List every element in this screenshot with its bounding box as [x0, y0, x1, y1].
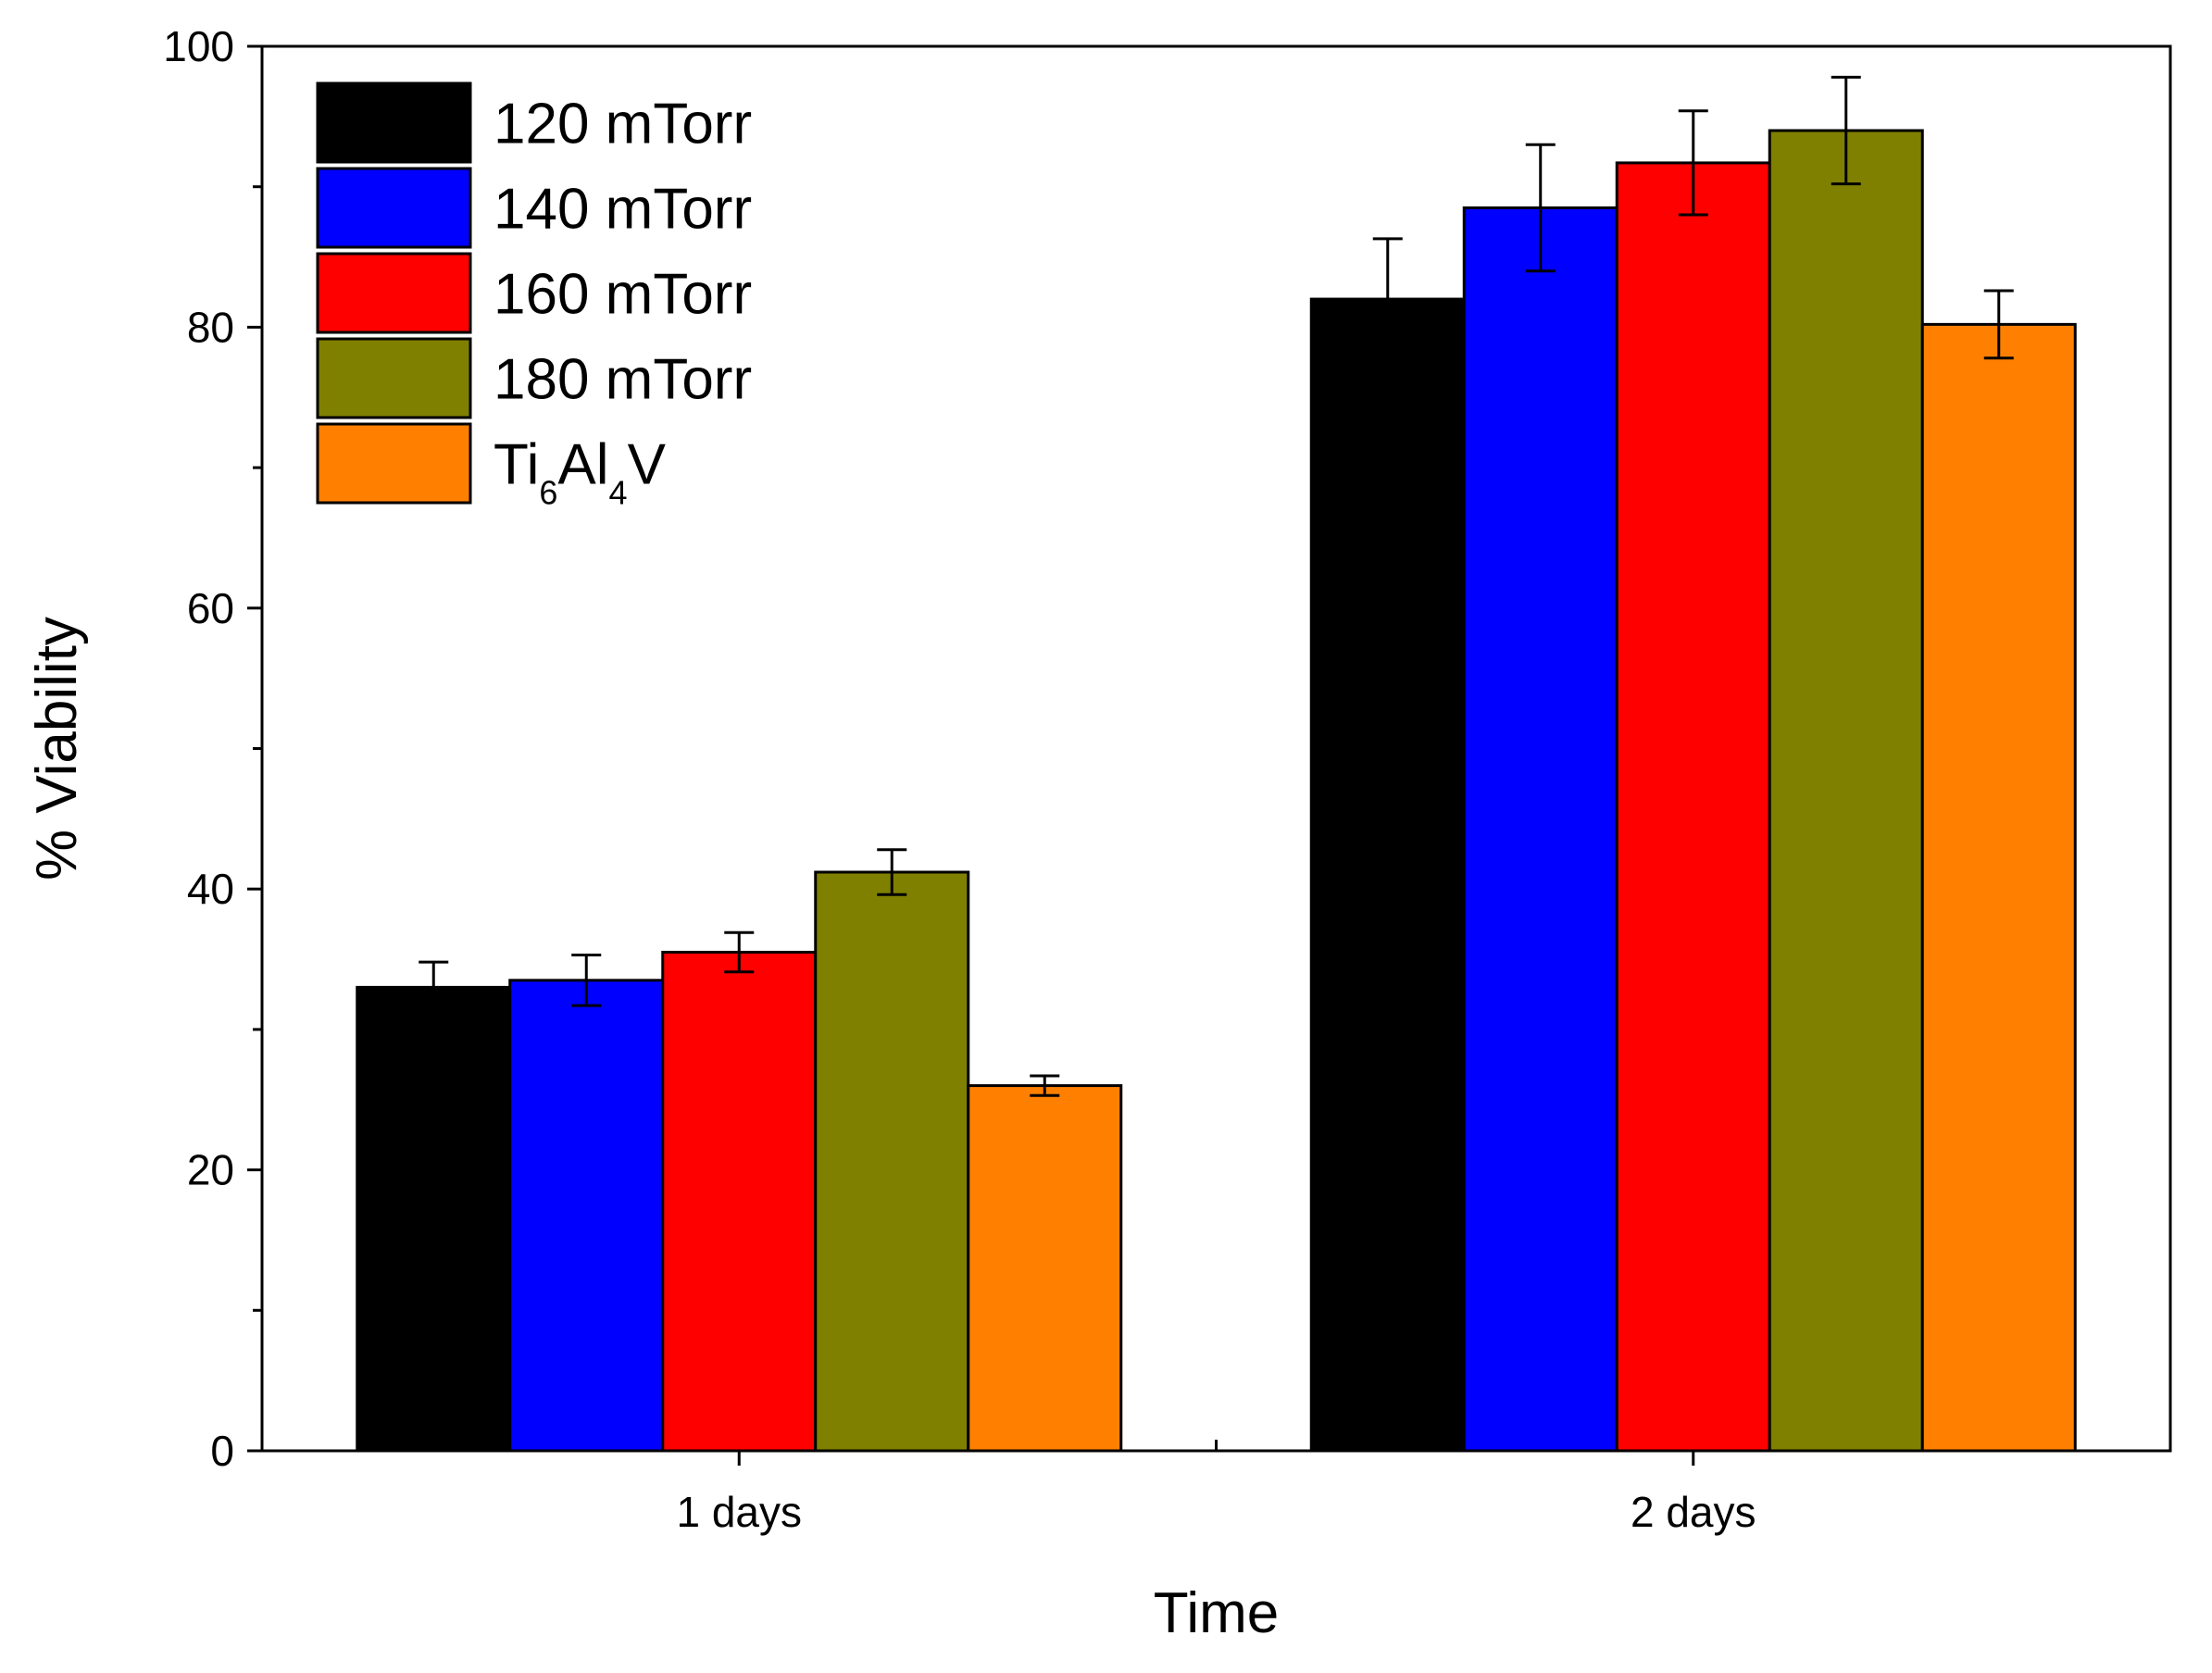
legend-label-subscript: 6 — [539, 474, 557, 512]
bar-160-mtorr-1-days — [661, 950, 818, 1453]
error-bar-120-mtorr-2-days — [1372, 237, 1403, 361]
y-tick-label: 100 — [163, 22, 234, 70]
y-tick-label: 20 — [187, 1146, 234, 1194]
error-bar-140-mtorr-1-days — [571, 953, 602, 1007]
bar-120-mtorr-2-days — [1309, 297, 1466, 1453]
y-axis-label: % Viability — [25, 617, 89, 880]
legend-item-ti6al4v: Ti6Al4V — [316, 422, 667, 512]
error-bar-180-mtorr-2-days — [1831, 75, 1861, 186]
legend-label: 120 mTorr — [494, 93, 752, 156]
legend-label-part: Ti — [494, 433, 539, 497]
error-bar-ti6al4v-2-days — [1983, 289, 2014, 360]
bar-ti6al4v-1-days — [967, 1084, 1123, 1453]
legend-swatch — [316, 81, 472, 164]
y-tick-label: 0 — [210, 1427, 234, 1475]
bar-ti6al4v-2-days — [1920, 322, 2077, 1453]
legend-swatch — [316, 337, 472, 419]
bar-160-mtorr-2-days — [1615, 161, 1771, 1453]
y-tick-label: 60 — [187, 584, 234, 632]
legend-label-part: Al — [557, 433, 608, 497]
y-tick-label: 40 — [187, 865, 234, 913]
error-bar-160-mtorr-1-days — [724, 930, 755, 974]
legend-label-subscript: 4 — [609, 474, 628, 512]
x-tick-label: 1 days — [676, 1488, 802, 1536]
bar-180-mtorr-1-days — [814, 870, 970, 1453]
legend-item-160-mtorr: 160 mTorr — [316, 252, 752, 334]
y-tick-label: 80 — [187, 303, 234, 351]
legend: 120 mTorr 140 mTorr 160 mTorr 180 mTorr Ti6A… — [316, 81, 752, 512]
bar-120-mtorr-1-days — [356, 985, 512, 1453]
legend-item-180-mtorr: 180 mTorr — [316, 337, 752, 419]
error-bar-120-mtorr-1-days — [419, 960, 449, 1015]
error-bar-140-mtorr-2-days — [1525, 143, 1556, 273]
x-axis-label: Time — [1154, 1581, 1279, 1645]
legend-item-140-mtorr: 140 mTorr — [316, 167, 752, 249]
legend-swatch — [316, 422, 472, 505]
legend-label: 160 mTorr — [494, 263, 752, 327]
legend-label: 180 mTorr — [494, 348, 752, 412]
legend-label: Ti6Al4V — [494, 433, 667, 512]
bar-140-mtorr-1-days — [508, 979, 665, 1453]
legend-swatch — [316, 252, 472, 334]
legend-item-120-mtorr: 120 mTorr — [316, 81, 752, 164]
bar-180-mtorr-2-days — [1768, 129, 1924, 1453]
x-tick-label: 2 days — [1631, 1488, 1756, 1536]
legend-label-part: V — [628, 433, 667, 497]
legend-swatch — [316, 167, 472, 249]
legend-label: 140 mTorr — [494, 178, 752, 242]
bar-140-mtorr-2-days — [1462, 206, 1618, 1453]
error-bar-180-mtorr-1-days — [877, 848, 907, 896]
error-bar-ti6al4v-1-days — [1030, 1074, 1060, 1097]
error-bar-160-mtorr-2-days — [1678, 109, 1708, 217]
